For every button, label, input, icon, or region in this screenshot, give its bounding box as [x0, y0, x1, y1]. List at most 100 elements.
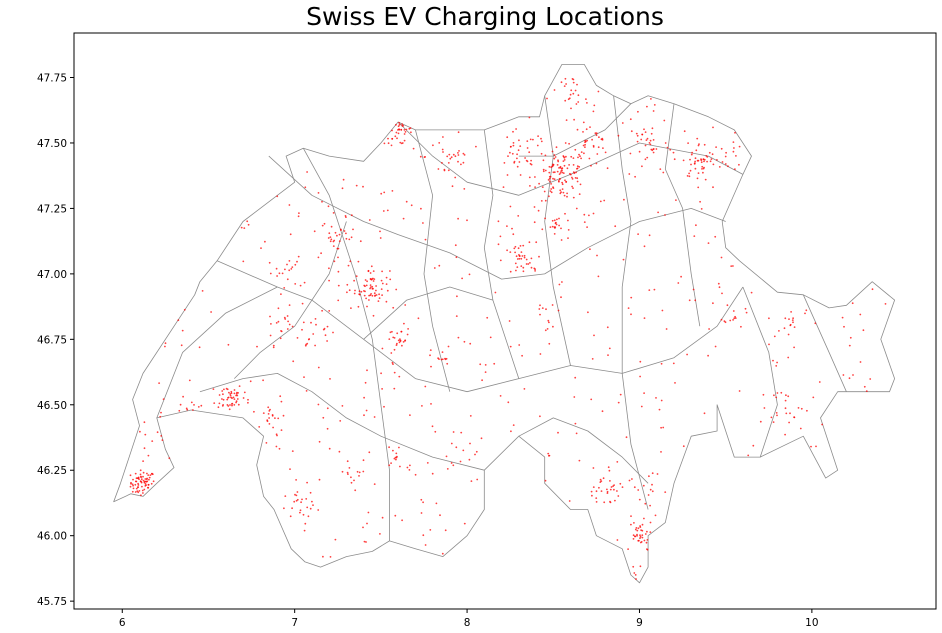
charging-point	[516, 165, 519, 168]
charging-point	[627, 548, 629, 550]
charging-point	[323, 327, 326, 330]
charging-point	[784, 433, 786, 436]
charging-point	[583, 221, 586, 224]
charging-point	[474, 453, 476, 456]
charging-point	[590, 490, 593, 493]
charging-point	[300, 501, 302, 504]
charging-point	[228, 391, 230, 394]
charging-point	[394, 514, 397, 517]
charging-point	[506, 249, 508, 252]
charging-point	[197, 406, 200, 408]
charging-point	[385, 283, 388, 285]
charging-point	[279, 337, 282, 340]
charging-point	[337, 270, 340, 273]
charging-point	[507, 401, 510, 404]
charging-point	[249, 380, 252, 383]
charging-point	[520, 257, 523, 260]
charging-point	[622, 258, 625, 261]
charging-point	[536, 144, 539, 147]
charging-point	[634, 528, 637, 531]
charging-point	[677, 282, 680, 284]
charging-point	[390, 352, 393, 354]
charging-point	[584, 141, 586, 144]
charging-point	[198, 346, 201, 349]
charging-point	[400, 330, 403, 333]
charging-point	[557, 180, 560, 182]
charging-point	[326, 407, 329, 410]
charging-point	[785, 394, 787, 397]
charging-point	[555, 221, 557, 224]
charging-point	[353, 292, 356, 295]
charging-point	[369, 278, 372, 280]
charging-point	[516, 266, 519, 268]
charging-point	[454, 155, 457, 158]
charging-point	[395, 452, 398, 455]
charging-point	[391, 137, 394, 140]
charging-point	[576, 177, 579, 180]
charging-point	[458, 150, 460, 152]
charging-point	[329, 240, 332, 243]
charging-point	[562, 172, 565, 175]
canton-boundary-7	[613, 95, 649, 510]
charging-point	[393, 348, 396, 351]
charging-point	[556, 164, 559, 166]
charging-point	[136, 490, 139, 492]
charging-point	[640, 138, 643, 141]
charging-point	[592, 110, 595, 113]
charging-point	[420, 512, 423, 514]
charging-point	[229, 393, 232, 395]
charging-point	[267, 413, 270, 415]
charging-point	[628, 173, 631, 175]
charging-point	[616, 461, 619, 463]
charging-point	[609, 480, 611, 482]
charging-point	[718, 166, 721, 168]
charging-point	[294, 283, 297, 285]
charging-point	[553, 226, 556, 229]
charging-point	[393, 371, 396, 374]
charging-point	[632, 534, 635, 537]
charging-point	[557, 160, 560, 163]
charging-point	[639, 360, 642, 363]
charging-point	[703, 160, 705, 163]
charging-point	[460, 431, 463, 434]
canton-boundary-11	[156, 286, 278, 419]
charging-point	[589, 126, 591, 128]
charging-point	[161, 439, 164, 441]
charging-point	[513, 247, 516, 250]
charging-point	[260, 247, 262, 250]
charging-point	[693, 235, 696, 238]
charging-point	[650, 132, 653, 135]
charging-point	[462, 449, 465, 452]
charging-point	[572, 187, 574, 190]
charging-point	[569, 93, 572, 96]
charging-point	[578, 166, 581, 168]
charging-point	[306, 171, 308, 173]
charging-point	[130, 481, 132, 484]
charging-point	[387, 137, 389, 140]
charging-point	[400, 142, 403, 145]
y-tick-label: 46.50	[37, 400, 67, 412]
charging-point	[695, 224, 697, 227]
charging-point	[603, 199, 606, 202]
charging-point	[296, 260, 298, 263]
charging-point	[516, 153, 518, 156]
charging-point	[466, 219, 468, 222]
charging-point	[390, 462, 392, 464]
charging-point	[572, 81, 575, 84]
charging-point	[528, 116, 531, 119]
charging-point	[149, 474, 152, 476]
charging-point	[691, 151, 693, 154]
axes-frame	[73, 32, 937, 610]
charging-point	[727, 165, 729, 168]
charging-point	[395, 288, 398, 291]
charging-point	[447, 162, 450, 164]
charging-point	[644, 533, 647, 535]
charging-point	[708, 151, 711, 154]
charging-point	[559, 166, 562, 169]
charging-point	[636, 140, 639, 143]
charging-point	[402, 124, 405, 127]
charging-point	[643, 245, 646, 248]
charging-point	[332, 212, 335, 214]
charging-point	[515, 269, 517, 272]
charging-point	[775, 412, 778, 414]
